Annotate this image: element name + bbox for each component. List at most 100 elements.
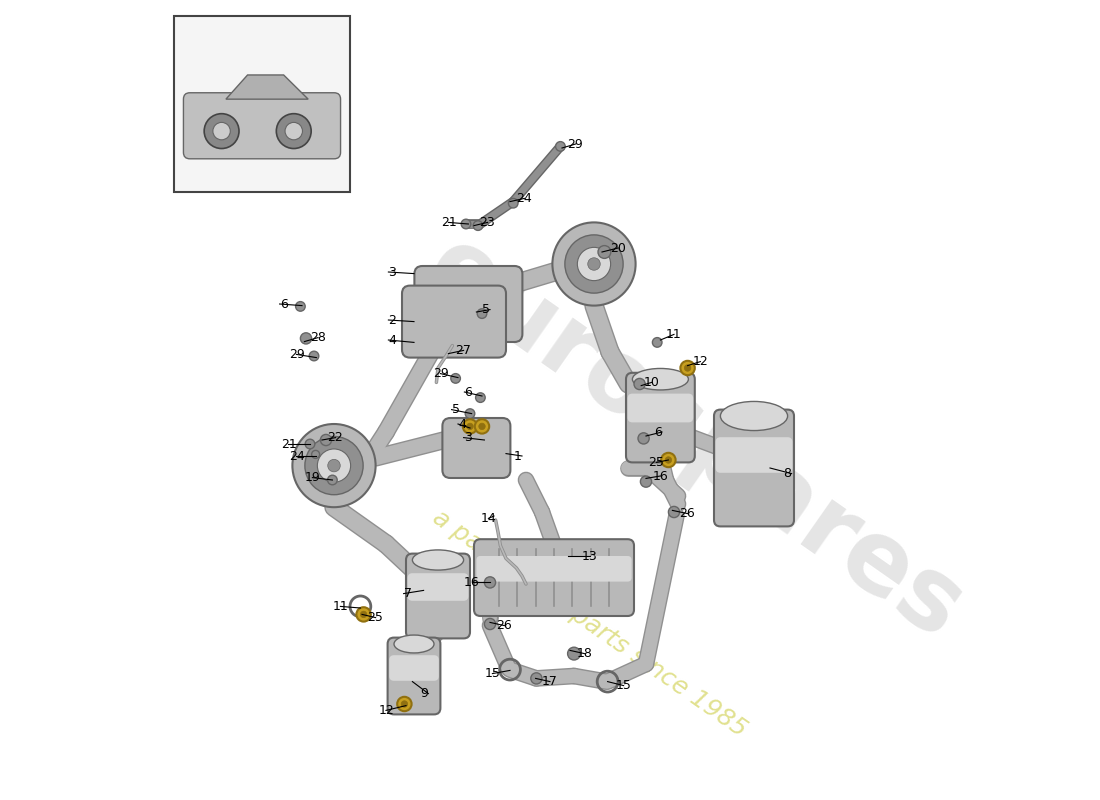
- Circle shape: [531, 673, 542, 684]
- Text: 8: 8: [783, 467, 792, 480]
- Circle shape: [477, 309, 487, 318]
- Text: 23: 23: [480, 216, 495, 229]
- FancyBboxPatch shape: [626, 373, 695, 462]
- FancyBboxPatch shape: [402, 286, 506, 358]
- Text: 26: 26: [680, 507, 695, 520]
- Text: 16: 16: [464, 576, 480, 589]
- FancyBboxPatch shape: [442, 418, 510, 478]
- Circle shape: [328, 459, 340, 472]
- Circle shape: [587, 258, 601, 270]
- Circle shape: [309, 351, 319, 361]
- Text: 1: 1: [514, 450, 521, 462]
- FancyBboxPatch shape: [628, 394, 693, 422]
- Text: 25: 25: [367, 611, 384, 624]
- Text: 26: 26: [496, 619, 513, 632]
- FancyBboxPatch shape: [714, 410, 794, 526]
- Circle shape: [634, 378, 646, 390]
- Text: 3: 3: [388, 266, 396, 278]
- Text: a passion for parts since 1985: a passion for parts since 1985: [428, 506, 751, 742]
- Text: 11: 11: [666, 328, 682, 341]
- Circle shape: [328, 475, 338, 485]
- Circle shape: [461, 219, 471, 229]
- Circle shape: [205, 114, 239, 149]
- Circle shape: [475, 419, 490, 434]
- Circle shape: [296, 302, 305, 311]
- Ellipse shape: [632, 369, 689, 390]
- Text: 11: 11: [332, 600, 349, 613]
- Circle shape: [652, 338, 662, 347]
- Circle shape: [285, 122, 303, 140]
- Text: 4: 4: [458, 418, 466, 430]
- Text: 15: 15: [484, 667, 500, 680]
- FancyBboxPatch shape: [415, 266, 522, 342]
- Circle shape: [568, 647, 581, 660]
- Text: 6: 6: [464, 386, 472, 398]
- Circle shape: [300, 333, 311, 344]
- Circle shape: [305, 437, 363, 494]
- Circle shape: [356, 607, 371, 622]
- Circle shape: [565, 235, 623, 293]
- FancyBboxPatch shape: [406, 554, 470, 638]
- FancyBboxPatch shape: [474, 539, 634, 616]
- Circle shape: [578, 247, 610, 281]
- Circle shape: [484, 618, 496, 630]
- Circle shape: [305, 439, 315, 449]
- FancyBboxPatch shape: [389, 655, 439, 681]
- Circle shape: [402, 701, 408, 707]
- Circle shape: [681, 361, 695, 375]
- FancyBboxPatch shape: [387, 638, 440, 714]
- Text: 28: 28: [310, 331, 326, 344]
- Text: 21: 21: [441, 216, 456, 229]
- Circle shape: [669, 506, 680, 518]
- Text: 24: 24: [516, 192, 532, 205]
- Circle shape: [484, 577, 496, 588]
- Text: 5: 5: [452, 403, 460, 416]
- Text: 12: 12: [692, 355, 708, 368]
- Text: 17: 17: [542, 675, 558, 688]
- Circle shape: [640, 476, 651, 487]
- Text: 4: 4: [388, 334, 396, 346]
- Text: 29: 29: [432, 367, 449, 380]
- Circle shape: [293, 424, 375, 507]
- Text: 15: 15: [616, 679, 631, 692]
- Ellipse shape: [412, 550, 463, 570]
- Ellipse shape: [720, 402, 788, 430]
- Text: 18: 18: [576, 647, 592, 660]
- Circle shape: [397, 697, 411, 711]
- Text: 27: 27: [455, 344, 472, 357]
- Text: 21: 21: [280, 438, 296, 450]
- Ellipse shape: [394, 635, 435, 653]
- FancyBboxPatch shape: [408, 573, 469, 601]
- Circle shape: [213, 122, 230, 140]
- Circle shape: [473, 221, 483, 230]
- Text: 12: 12: [378, 704, 394, 717]
- Polygon shape: [226, 75, 308, 99]
- Circle shape: [361, 611, 366, 618]
- Text: 6: 6: [279, 298, 287, 310]
- Text: 5: 5: [482, 303, 490, 316]
- Circle shape: [463, 419, 477, 434]
- Text: eurospares: eurospares: [407, 219, 981, 661]
- Circle shape: [638, 433, 649, 444]
- FancyBboxPatch shape: [716, 437, 792, 473]
- Circle shape: [320, 434, 331, 446]
- Circle shape: [598, 246, 611, 258]
- Circle shape: [276, 114, 311, 149]
- Text: 14: 14: [481, 512, 496, 525]
- Circle shape: [475, 393, 485, 402]
- Text: 9: 9: [420, 687, 428, 700]
- Text: 3: 3: [464, 431, 472, 444]
- Circle shape: [478, 423, 485, 430]
- Text: 2: 2: [388, 314, 396, 326]
- FancyBboxPatch shape: [476, 556, 631, 582]
- FancyBboxPatch shape: [184, 93, 341, 158]
- Text: 13: 13: [582, 550, 597, 562]
- Text: 25: 25: [649, 456, 664, 469]
- Circle shape: [666, 457, 672, 463]
- Circle shape: [466, 423, 473, 430]
- Text: 29: 29: [288, 348, 305, 361]
- Circle shape: [318, 449, 351, 482]
- Circle shape: [451, 374, 461, 383]
- Circle shape: [311, 450, 320, 458]
- Circle shape: [552, 222, 636, 306]
